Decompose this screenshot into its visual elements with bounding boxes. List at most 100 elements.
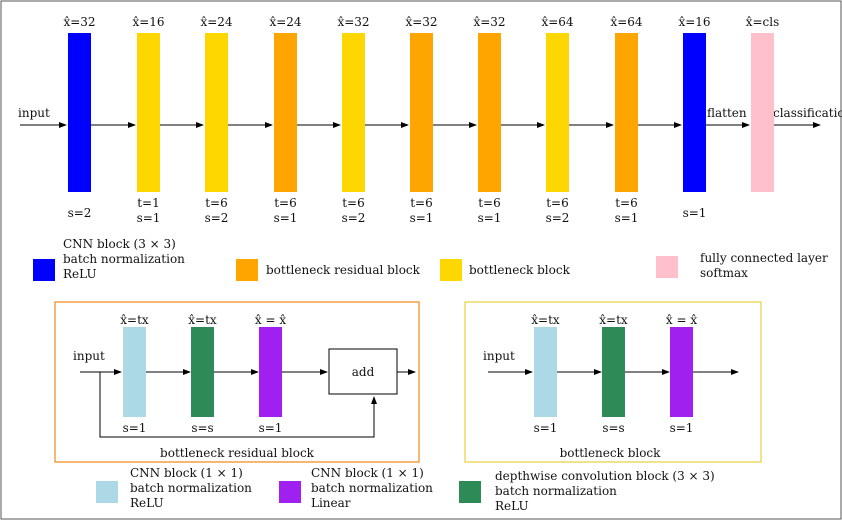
pipeline-block-9-width-label: x̂=64 [610, 15, 642, 29]
pipeline-block-4-param-label: t=6 [274, 196, 297, 210]
pipeline-block-5-param-label: s=2 [342, 211, 366, 225]
pipeline-block-6 [410, 33, 433, 192]
pipeline-block-8 [546, 33, 569, 192]
legend-bottleneck-block-text: bottleneck block [469, 263, 571, 277]
pipeline-block-9-param-label: s=1 [615, 211, 639, 225]
legend-cnn-1x1-relu-block-text: CNN block (1 × 1) [130, 466, 243, 480]
legend-depthwise-conv-block-text: depthwise convolution block (3 × 3) [495, 469, 715, 483]
pipeline-block-4-width-label: x̂=24 [269, 15, 301, 29]
residual_detail-block-2-stride-label: s=s [191, 421, 213, 435]
plain-input-label: input [483, 349, 515, 363]
residual_detail-block-1 [123, 327, 146, 417]
pipeline-block-2 [137, 33, 160, 192]
residual-caption: bottleneck residual block [160, 446, 315, 460]
pipeline-block-2-width-label: x̂=16 [132, 15, 164, 29]
pipeline-output-label: classification [773, 106, 842, 120]
pipeline-block-10-param-label: s=1 [683, 206, 707, 220]
residual_detail-block-3 [259, 327, 282, 417]
legend-cnn-1x1-relu-block-text: batch normalization [130, 481, 252, 495]
pipeline-block-3-param-label: s=2 [205, 211, 229, 225]
plain_detail-block-2-stride-label: s=s [602, 421, 624, 435]
pipeline-block-11 [751, 33, 774, 192]
pipeline-block-10-width-label: x̂=16 [678, 15, 710, 29]
legend-cnn-1x1-linear-block-text: Linear [311, 496, 351, 510]
plain_detail-block-1-width-label: x̂=tx [531, 313, 560, 327]
pipeline-block-5-width-label: x̂=32 [337, 15, 369, 29]
legend-cnn-1x1-relu-block-text: ReLU [130, 496, 164, 510]
pipeline-block-6-param-label: s=1 [410, 211, 434, 225]
legend-depthwise-conv-block-text: ReLU [495, 499, 529, 513]
legend-cnn-block-text: CNN block (3 × 3) [63, 237, 176, 251]
pipeline-block-7 [478, 33, 501, 192]
legend-depthwise-conv-block-swatch [459, 481, 481, 503]
plain-panel-border [464, 301, 762, 463]
plain-caption: bottleneck block [560, 446, 662, 460]
pipeline-block-8-param-label: s=2 [546, 211, 570, 225]
plain_detail-block-2 [602, 327, 625, 417]
pipeline-block-4-param-label: s=1 [274, 211, 298, 225]
legend-cnn-1x1-relu-block-swatch [96, 481, 118, 503]
plain_detail-block-1-stride-label: s=1 [534, 421, 558, 435]
pipeline-block-5 [342, 33, 365, 192]
pipeline-block-1 [68, 33, 91, 192]
legend-depthwise-conv-block-text: batch normalization [495, 484, 617, 498]
legend-bottleneck-block-swatch [440, 259, 462, 281]
pipeline-block-11-width-label: x̂=cls [746, 15, 780, 29]
pipeline-block-4 [274, 33, 297, 192]
pipeline-block-3-param-label: t=6 [205, 196, 228, 210]
pipeline-block-8-param-label: t=6 [546, 196, 569, 210]
pipeline-block-2-param-label: s=1 [137, 211, 161, 225]
pipeline-block-3-width-label: x̂=24 [200, 15, 232, 29]
legend-cnn-block-text: batch normalization [63, 252, 185, 266]
pipeline-block-9-param-label: t=6 [615, 196, 638, 210]
legend-cnn-block-swatch [33, 259, 55, 281]
bottleneck-block-detail: input bottleneck block x̂=tx s=1 x̂=tx s=s x… [464, 301, 762, 463]
plain_detail-block-3 [670, 327, 693, 417]
legend-bottleneck-residual-block-swatch [236, 259, 258, 281]
plain_detail-block-2-width-label: x̂=tx [599, 313, 628, 327]
pipeline-block-6-param-label: t=6 [410, 196, 433, 210]
pipeline-block-9 [615, 33, 638, 192]
legend-cnn-1x1-linear-block-swatch [279, 481, 301, 503]
residual_detail-block-1-stride-label: s=1 [123, 421, 147, 435]
residual-block-detail: input add bottleneck residual block x̂=t… [54, 301, 420, 463]
residual_detail-block-2-width-label: x̂=tx [188, 313, 217, 327]
residual-skip-connection [99, 372, 377, 438]
legend-fully-connected-layer-swatch [656, 256, 678, 278]
legend-fully-connected-layer-text: softmax [700, 266, 748, 280]
residual_detail-block-3-stride-label: s=1 [259, 421, 283, 435]
pipeline-block-7-param-label: t=6 [478, 196, 501, 210]
plain_detail-block-3-width-label: x̂ = x̂ [666, 313, 697, 327]
residual-input-label: input [73, 349, 105, 363]
legend-fully-connected-layer-text: fully connected layer [700, 251, 828, 265]
plain_detail-block-1 [534, 327, 557, 417]
residual_detail-block-1-width-label: x̂=tx [120, 313, 149, 327]
residual-panel-border [54, 301, 420, 463]
pipeline-block-5-param-label: t=6 [342, 196, 365, 210]
pipeline-block-3 [205, 33, 228, 192]
residual_detail-block-2 [191, 327, 214, 417]
pipeline-flatten-label: flatten [707, 106, 747, 120]
pipeline-block-7-width-label: x̂=32 [473, 15, 505, 29]
legend-cnn-1x1-linear-block-text: CNN block (1 × 1) [311, 466, 424, 480]
pipeline-block-1-param-label: s=2 [68, 206, 92, 220]
plain_detail-block-3-stride-label: s=1 [670, 421, 694, 435]
add-label: add [352, 365, 375, 379]
main-pipeline: input flatten classification x̂=32 s=2 x̂=… [18, 15, 842, 225]
pipeline-input-label: input [18, 106, 50, 120]
pipeline-block-10 [683, 33, 706, 192]
pipeline-block-2-param-label: t=1 [137, 196, 160, 210]
legend-bottleneck-residual-block-text: bottleneck residual block [266, 263, 421, 277]
residual_detail-block-3-width-label: x̂ = x̂ [255, 313, 286, 327]
pipeline-block-6-width-label: x̂=32 [405, 15, 437, 29]
legend-top: CNN block (3 × 3)batch normalizationReLU… [33, 237, 828, 281]
legend-cnn-1x1-linear-block-text: batch normalization [311, 481, 433, 495]
pipeline-block-7-param-label: s=1 [478, 211, 502, 225]
legend-cnn-block-text: ReLU [63, 267, 97, 281]
pipeline-block-8-width-label: x̂=64 [541, 15, 573, 29]
pipeline-block-1-width-label: x̂=32 [63, 15, 95, 29]
legend-bottom: CNN block (1 × 1)batch normalizationReLU… [96, 466, 715, 513]
